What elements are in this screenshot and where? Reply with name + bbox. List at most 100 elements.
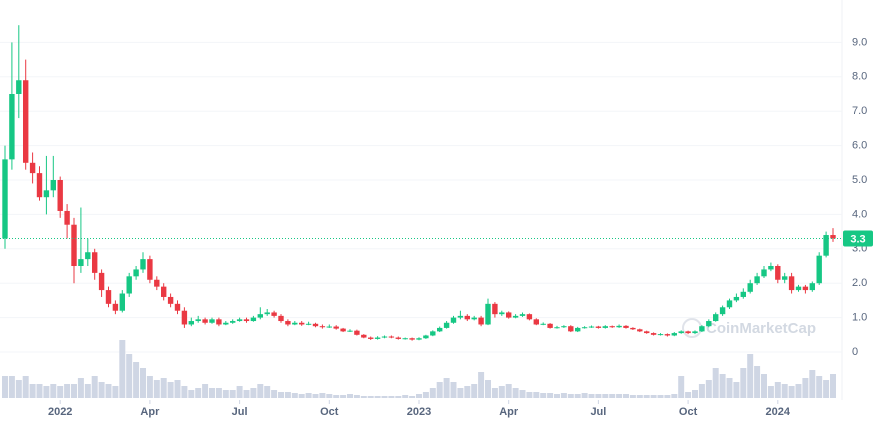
volume-bar — [595, 394, 602, 398]
volume-bar — [188, 390, 195, 398]
candle-body — [830, 235, 836, 239]
x-tick-label: 2022 — [48, 406, 72, 418]
volume-bar — [381, 396, 388, 398]
volume-bar — [781, 384, 788, 398]
volume-bar — [705, 380, 712, 398]
volume-bar — [326, 394, 333, 398]
candle-body — [71, 224, 77, 266]
volume-bar — [678, 376, 685, 398]
volume-bar — [429, 388, 436, 398]
candle-body — [547, 323, 553, 328]
candle-body — [243, 319, 250, 322]
candle-body — [581, 327, 588, 329]
volume-bar — [91, 376, 98, 398]
volume-bar — [153, 380, 160, 398]
candle-body — [9, 94, 15, 160]
candle-body — [250, 317, 257, 322]
candle-body — [312, 323, 319, 327]
watermark-logo — [682, 318, 702, 338]
candle-body — [216, 319, 222, 325]
volume-bar — [740, 368, 747, 398]
candle-body — [637, 329, 643, 332]
volume-bar — [533, 392, 540, 398]
volume-bar — [222, 390, 229, 398]
candle-body — [713, 314, 719, 322]
last-price-box — [843, 230, 873, 247]
candle-body — [43, 190, 50, 198]
candle-body — [2, 159, 8, 239]
volume-bar — [229, 390, 236, 398]
y-tick-label: 6.0 — [852, 140, 867, 152]
candle-body — [119, 293, 125, 311]
volume-bar — [457, 388, 464, 398]
candle-body — [526, 314, 533, 320]
candle-body — [374, 337, 381, 339]
candle-body — [437, 327, 443, 332]
candle-body — [533, 319, 539, 325]
volume-bar — [284, 392, 291, 398]
volume-bar — [257, 384, 264, 398]
volume-bar — [374, 396, 381, 398]
candle-body — [478, 317, 484, 325]
volume-bar — [112, 386, 119, 398]
volume-bar — [443, 378, 450, 398]
volume-bar — [505, 384, 512, 398]
volume-bar — [471, 384, 478, 398]
candle-body — [561, 326, 567, 328]
volume-bar — [636, 395, 643, 398]
volume-bar — [98, 382, 105, 398]
candle-body — [664, 334, 671, 336]
candle-body — [740, 291, 746, 297]
candle-body — [485, 303, 491, 325]
volume-bar — [567, 394, 574, 398]
candle-body — [609, 326, 615, 328]
y-tick-label: 4.0 — [852, 208, 867, 220]
candle-body — [23, 80, 29, 163]
volume-bar — [43, 386, 50, 398]
candle-body — [57, 180, 63, 211]
volume-bar — [795, 384, 802, 398]
candle-body — [105, 290, 112, 304]
volume-bar — [77, 378, 84, 398]
y-tick-label: 7.0 — [852, 105, 867, 117]
volume-bar — [692, 390, 698, 398]
volume-bar — [50, 384, 57, 398]
candle-body — [678, 331, 684, 334]
volume-bar — [809, 370, 816, 398]
volume-bar — [747, 354, 754, 398]
volume-bar — [629, 395, 636, 398]
volume-bar — [671, 394, 678, 398]
volume-bar — [312, 394, 319, 398]
candle-body — [257, 314, 263, 318]
volume-bar — [360, 396, 367, 398]
candle-body — [823, 235, 829, 256]
volume-bar — [664, 395, 671, 398]
candle-body — [506, 312, 512, 318]
y-tick-label: 1.0 — [852, 312, 867, 324]
candle-body — [333, 326, 339, 329]
y-tick-label: 8.0 — [852, 71, 867, 83]
candle-body — [78, 259, 84, 266]
volume-bar — [712, 368, 719, 398]
volume-bar — [491, 388, 498, 398]
volume-bar — [29, 384, 36, 398]
volume-bar — [422, 392, 429, 398]
candle-body — [402, 338, 408, 340]
volume-bar — [816, 376, 823, 398]
volume-bar — [512, 388, 519, 398]
candle-body — [174, 303, 181, 311]
volume-bar — [581, 393, 588, 398]
volume-bar — [698, 384, 705, 398]
x-tick-label: Jul — [232, 406, 248, 418]
candle-body — [188, 321, 194, 325]
volume-bar — [167, 382, 174, 398]
candle-body — [264, 312, 270, 315]
volume-bar — [560, 393, 567, 398]
candle-body — [381, 336, 388, 338]
volume-bar — [478, 372, 485, 398]
volume-bar — [823, 380, 830, 398]
candle-body — [768, 266, 774, 270]
candle-body — [29, 162, 36, 174]
candle-body — [36, 173, 43, 198]
x-tick-label: 2023 — [407, 406, 431, 418]
